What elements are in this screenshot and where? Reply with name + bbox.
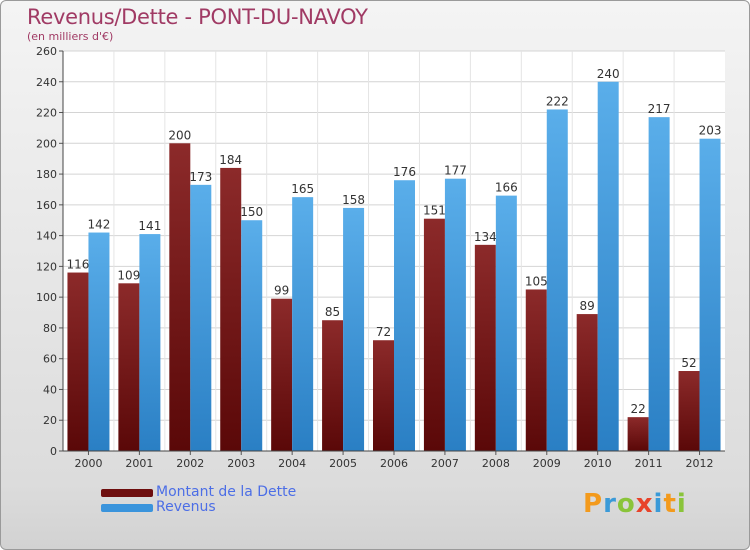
value-label-dette: 134 xyxy=(474,230,497,244)
value-label-dette: 72 xyxy=(376,325,391,339)
y-tick-label: 120 xyxy=(36,260,57,273)
x-tick-label: 2004 xyxy=(278,457,306,470)
value-label-dette: 99 xyxy=(274,284,289,298)
value-label-revenus: 203 xyxy=(699,124,722,138)
x-tick-label: 2000 xyxy=(74,457,102,470)
bar-dette xyxy=(576,314,598,451)
chart-subtitle: (en milliers d'€) xyxy=(27,30,114,43)
value-label-revenus: 217 xyxy=(648,102,671,116)
logo-letter: i xyxy=(653,489,664,519)
bar-dette xyxy=(525,289,547,451)
value-label-revenus: 158 xyxy=(342,193,365,207)
bar-revenus xyxy=(648,117,670,452)
bar-revenus xyxy=(343,207,365,451)
bar-dette xyxy=(220,167,242,451)
value-label-revenus: 176 xyxy=(393,165,416,179)
value-label-dette: 105 xyxy=(525,274,548,288)
y-tick-label: 160 xyxy=(36,199,57,212)
proxiti-logo: Proxiti xyxy=(583,489,687,519)
y-tick-label: 100 xyxy=(36,291,57,304)
value-label-revenus: 177 xyxy=(444,164,467,178)
value-label-dette: 116 xyxy=(67,258,90,272)
y-tick-label: 140 xyxy=(36,230,57,243)
logo-letter: r xyxy=(603,489,617,519)
x-tick-label: 2007 xyxy=(431,457,459,470)
bar-dette xyxy=(169,143,191,452)
value-label-revenus: 240 xyxy=(597,67,620,81)
bar-revenus xyxy=(139,234,161,451)
axes: 0 20 40 60 80 100 120 140 160 180 200 220 240 260 2000… xyxy=(36,45,725,470)
y-tick-label: 260 xyxy=(36,45,57,58)
value-label-dette: 184 xyxy=(219,153,242,167)
logo-letter: i xyxy=(676,489,687,519)
bar-dette xyxy=(678,371,700,451)
value-label-dette: 109 xyxy=(117,268,140,282)
x-tick-label: 2006 xyxy=(380,457,408,470)
bar-dette xyxy=(322,320,344,451)
x-tick-label: 2002 xyxy=(176,457,204,470)
bars: 116 142 109 141 200 173 184 150 99 165 85 158 72 176 1… xyxy=(67,67,722,452)
bar-dette xyxy=(271,298,293,451)
bar-dette xyxy=(474,244,496,451)
value-label-dette: 89 xyxy=(580,299,595,313)
x-tick-label: 2010 xyxy=(584,457,612,470)
x-tick-label: 2012 xyxy=(686,457,714,470)
value-label-revenus: 166 xyxy=(495,181,518,195)
value-label-revenus: 141 xyxy=(138,219,161,233)
logo-letter: x xyxy=(635,489,654,519)
legend-label-revenus: Revenus xyxy=(156,499,216,515)
y-tick-label: 20 xyxy=(43,414,57,427)
value-label-revenus: 165 xyxy=(291,182,314,196)
y-tick-label: 200 xyxy=(36,137,57,150)
bar-revenus xyxy=(495,195,517,451)
value-label-dette: 85 xyxy=(325,305,340,319)
bar-revenus xyxy=(394,180,415,451)
value-label-revenus: 150 xyxy=(240,205,263,219)
x-tick-label: 2008 xyxy=(482,457,510,470)
x-tick-label: 2009 xyxy=(533,457,561,470)
bar-revenus xyxy=(241,220,263,451)
x-tick-label: 2001 xyxy=(125,457,153,470)
y-tick-label: 180 xyxy=(36,168,57,181)
x-tick-label: 2011 xyxy=(635,457,663,470)
bar-dette xyxy=(423,218,445,451)
bar-dette xyxy=(118,283,140,451)
bar-dette xyxy=(627,417,649,451)
y-tick-label: 40 xyxy=(43,383,57,396)
logo-letter: o xyxy=(616,489,636,519)
y-tick-label: 240 xyxy=(36,76,57,89)
value-label-revenus: 222 xyxy=(546,94,569,108)
value-label-dette: 151 xyxy=(423,204,446,218)
y-tick-label: 220 xyxy=(36,107,57,120)
value-label-dette: 22 xyxy=(630,402,645,416)
logo-letter: P xyxy=(583,489,604,519)
value-label-revenus: 173 xyxy=(189,170,212,184)
value-label-revenus: 142 xyxy=(88,218,111,232)
bar-dette xyxy=(373,340,394,451)
value-label-dette: 52 xyxy=(681,356,696,370)
bar-revenus xyxy=(292,197,314,451)
bar-revenus xyxy=(88,232,110,451)
bar-revenus xyxy=(699,138,721,451)
y-tick-label: 60 xyxy=(43,353,57,366)
bar-revenus xyxy=(190,184,212,451)
bar-revenus xyxy=(597,81,619,452)
logo-letter: t xyxy=(663,489,677,519)
legend-label-dette: Montant de la Dette xyxy=(156,484,297,500)
legend-swatch-dette xyxy=(101,489,153,497)
x-tick-label: 2005 xyxy=(329,457,357,470)
x-tick-label: 2003 xyxy=(227,457,255,470)
legend-swatch-revenus xyxy=(101,504,153,512)
value-label-dette: 200 xyxy=(168,128,191,142)
bar-revenus xyxy=(546,109,568,451)
y-tick-label: 80 xyxy=(43,322,57,335)
y-tick-label: 0 xyxy=(50,445,57,458)
chart-title: Revenus/Dette - PONT-DU-NAVOY xyxy=(27,5,368,29)
bar-dette xyxy=(67,272,89,451)
bar-revenus xyxy=(444,178,466,451)
